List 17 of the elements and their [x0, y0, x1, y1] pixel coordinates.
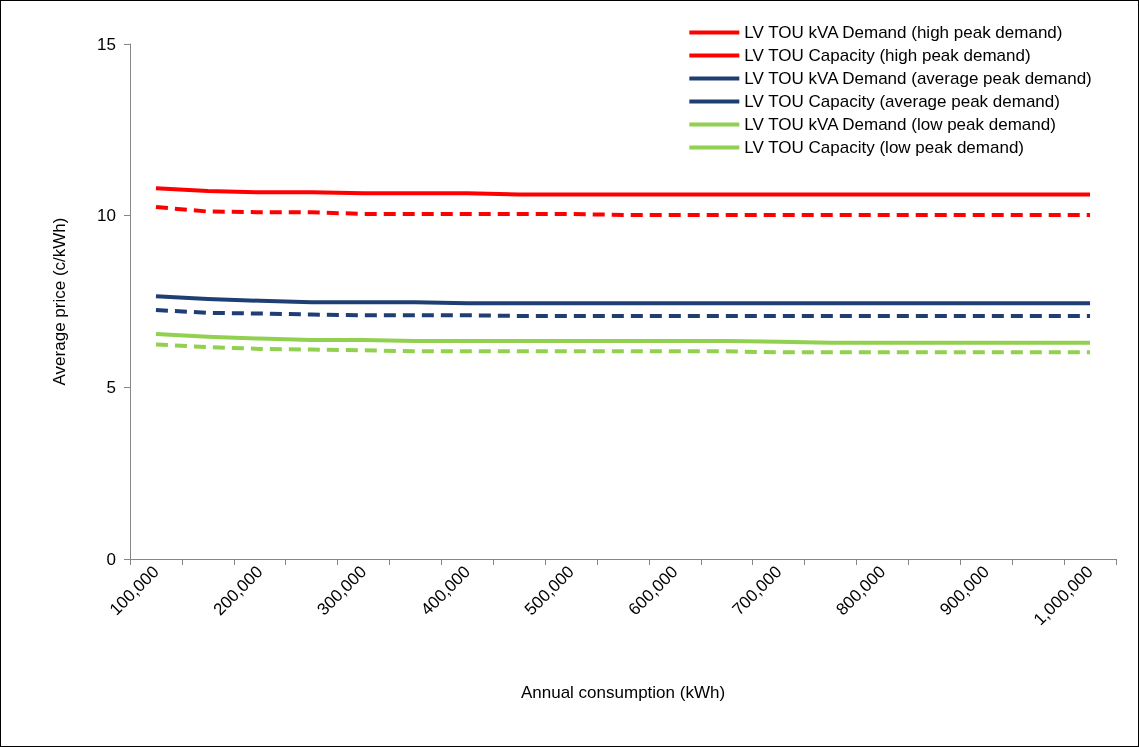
y-tick-label: 10	[97, 206, 116, 226]
legend-label: LV TOU Capacity (low peak demand)	[744, 138, 1025, 157]
legend-label: LV TOU kVA Demand (low peak demand)	[744, 115, 1056, 134]
line-series	[153, 294, 1093, 306]
y-axis-title: Average price (c/kWh)	[50, 217, 69, 386]
legend-label: LV TOU Capacity (average peak demand)	[744, 92, 1060, 111]
line-series	[153, 342, 1093, 355]
legend-label: LV TOU Capacity (high peak demand)	[744, 46, 1031, 65]
legend-label: LV TOU kVA Demand (high peak demand)	[744, 23, 1063, 42]
y-tick-label: 0	[106, 549, 116, 569]
y-tick-label: 5	[106, 377, 116, 397]
line-series	[153, 205, 1093, 217]
line-series	[153, 332, 1093, 345]
y-tick-label: 15	[97, 34, 116, 54]
x-axis-title: Annual consumption (kWh)	[520, 683, 726, 702]
legend-label: LV TOU kVA Demand (average peak demand)	[744, 69, 1092, 88]
line-series	[153, 186, 1093, 197]
